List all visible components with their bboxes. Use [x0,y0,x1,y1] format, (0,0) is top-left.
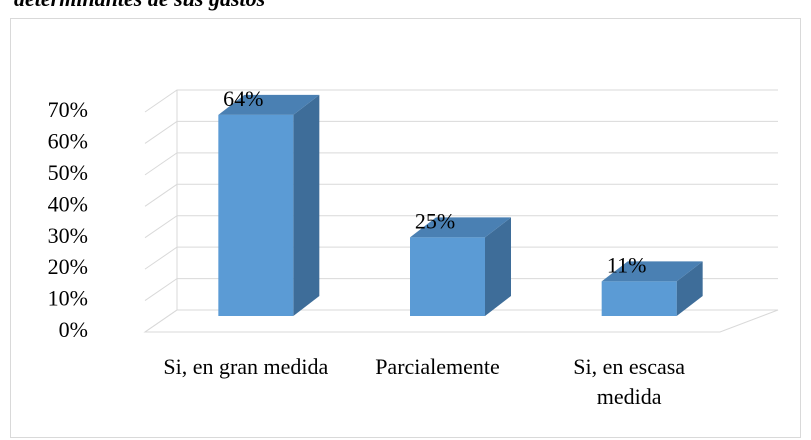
bar-side [293,94,320,316]
grid-line [144,246,778,270]
chart-border [10,18,801,438]
grid-line [144,89,778,113]
chart-title: determinantes de sus gastos [14,0,265,12]
data-label: 11% [607,252,647,277]
x-tick-label: Parcialemente [375,354,500,379]
grid-line [144,152,778,176]
y-tick-label: 10% [48,286,88,311]
x-tick-label: Si, en escasa medida [573,354,686,409]
y-tick-label: 50% [48,160,88,185]
y-tick-label: 40% [48,191,88,216]
bar-top [601,261,703,282]
y-tick-label: 0% [59,317,88,342]
grid-line [144,183,778,207]
y-tick-label: 20% [48,254,88,279]
grid-line [144,309,778,333]
y-tick-label: 30% [48,223,88,248]
bar-side [485,217,511,316]
bar-side [676,261,703,316]
grid-line [144,120,778,144]
bar-top [218,94,320,115]
bar [218,114,294,316]
y-tick-label: 70% [48,97,88,122]
data-label: 25% [415,208,455,233]
x-tick-label: Si, en gran medida [163,354,329,379]
data-label: 64% [223,86,263,111]
bar [410,237,485,316]
grid-line [144,278,778,301]
bar [601,281,677,316]
bar-top [410,217,511,238]
grid-line [144,215,778,239]
y-tick-label: 60% [48,128,88,153]
